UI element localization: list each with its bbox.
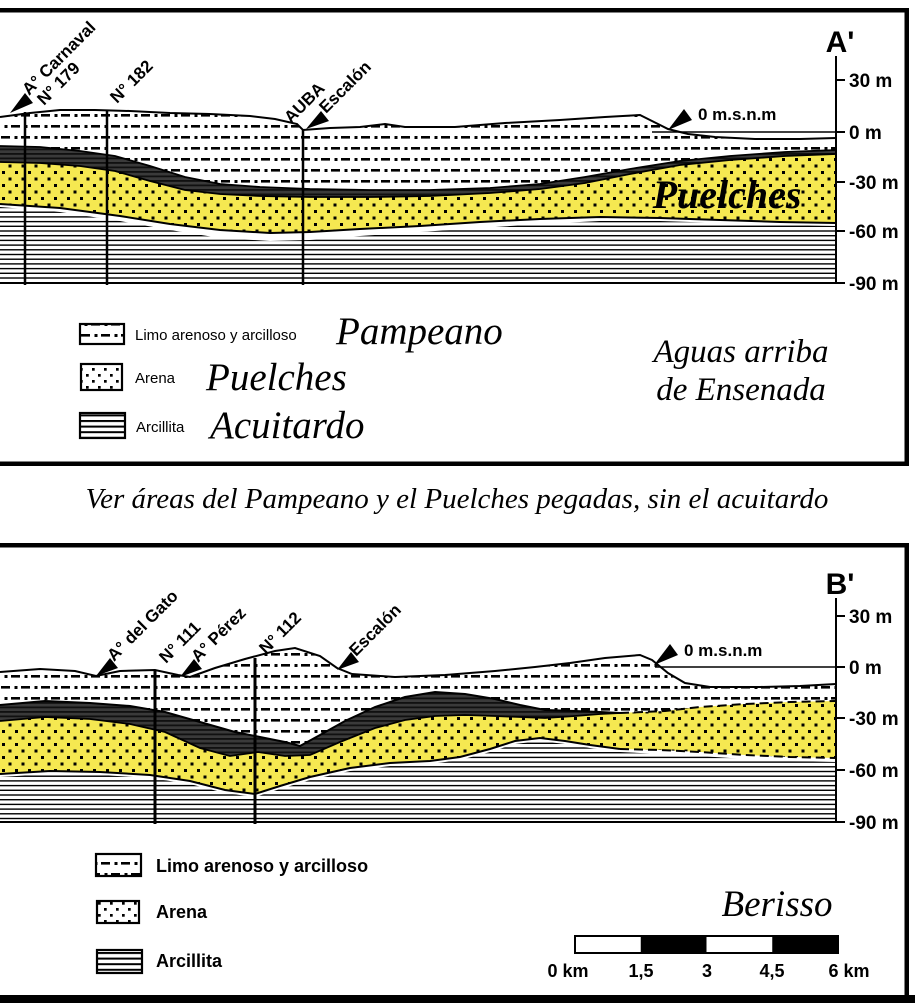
axis-b-tick-m30: -30 m	[849, 709, 899, 730]
legend-b-swatch-arcillita	[95, 948, 144, 975]
puelches-aquifer-label: Puelches	[652, 172, 802, 217]
panel-a-border-top	[0, 8, 909, 13]
legend-b-label-limo: Limo arenoso y arcilloso	[156, 856, 368, 876]
sea-level-marker-a	[668, 109, 692, 130]
axis-b-tick-0: 0 m	[849, 658, 882, 679]
layer-dark-clay-b	[0, 692, 620, 756]
contact-clay-arena-a	[0, 153, 837, 198]
layer-arcillita-acuitardo-a	[0, 207, 836, 283]
contact-arena-bottom-b-dashed	[619, 748, 837, 759]
axis-a-tick-m60: -60 m	[849, 222, 899, 243]
panel-b-border-bottom	[0, 995, 915, 1003]
region-label-a-line2: de Ensenada	[656, 372, 826, 408]
scale-label-4-5: 4,5	[759, 961, 784, 981]
panel-a-border-bottom	[0, 461, 909, 466]
region-label-a-line1: Aguas arriba	[651, 334, 828, 370]
arroyo-perez-marker	[180, 659, 202, 677]
axis-b-tick-30: 30 m	[849, 607, 892, 628]
contact-clay-arena-b	[0, 712, 621, 757]
legend-a-label-limo: Limo arenoso y arcilloso	[135, 327, 297, 344]
panel-b-border-top	[0, 543, 909, 548]
escalon-marker-a	[306, 111, 329, 129]
layer-arcillita-acuitardo-b	[0, 741, 836, 822]
figure-caption: Ver áreas del Pampeano y el Puelches peg…	[86, 483, 829, 515]
legend-a-formation-acuitardo: Acuitardo	[207, 404, 365, 447]
sea-level-label-a: 0 m.s.n.m	[698, 105, 776, 124]
arroyo-carnaval-marker	[10, 93, 33, 113]
layer-arena-puelches-b	[0, 701, 836, 794]
axis-b-tick-m60: -60 m	[849, 761, 899, 782]
legend-b-label-arcillita: Arcillita	[156, 951, 223, 971]
layer-arena-puelches-a	[0, 154, 836, 233]
axis-b: B' 30 m 0 m -30 m -60 m -90 m	[826, 568, 899, 834]
panel-a-border-right	[904, 8, 909, 466]
axis-a-tick-m90: -90 m	[849, 274, 899, 295]
contact-pampeano-clay-b	[0, 690, 621, 748]
axis-a-tick-30: 30 m	[849, 71, 892, 92]
panel-b-border-right	[904, 543, 909, 1002]
legend-b-swatch-limo	[94, 852, 143, 878]
legend-a-formation-pampeano: Pampeano	[335, 310, 503, 353]
contact-pampeano-arena-b-dashed	[619, 700, 837, 714]
axis-a-corner-label: A'	[826, 26, 855, 59]
legend-a-swatch-arena	[79, 362, 124, 392]
layer-pampeano-a	[0, 110, 836, 190]
axis-a-tick-m30: -30 m	[849, 173, 899, 194]
scale-label-3: 3	[702, 961, 712, 981]
legend-b-swatch-arena	[95, 899, 141, 925]
axis-a-tick-0: 0 m	[849, 123, 882, 144]
legend-a: Limo arenoso y arcilloso Pampeano Arena …	[78, 310, 503, 447]
legend-b: Limo arenoso y arcilloso Arena Arcillita	[94, 852, 368, 975]
legend-a-formation-puelches: Puelches	[205, 356, 347, 399]
escalon-marker-b	[337, 652, 359, 670]
legend-a-label-arena: Arena	[135, 370, 176, 387]
legend-a-swatch-limo	[78, 322, 126, 346]
layer-pampeano-b	[0, 648, 836, 746]
axis-b-tick-m90: -90 m	[849, 813, 899, 834]
contact-arena-bottom-a	[0, 203, 837, 235]
legend-b-label-arena: Arena	[156, 902, 208, 922]
scale-label-6: 6 km	[828, 961, 869, 981]
scale-label-1-5: 1,5	[628, 961, 653, 981]
axis-a: A' 30 m 0 m -30 m -60 m -90 m	[826, 26, 899, 295]
region-label-b: Berisso	[722, 884, 833, 925]
sea-level-marker-b	[654, 644, 678, 665]
scale-label-0: 0 km	[547, 961, 588, 981]
surface-line-b	[0, 646, 837, 688]
legend-a-label-arcillita: Arcillita	[136, 419, 185, 436]
legend-a-swatch-arcillita	[78, 411, 127, 440]
scale-bar: 0 km 1,5 3 4,5 6 km	[547, 935, 870, 981]
layer-dark-clay-a	[0, 146, 836, 197]
arroyo-del-gato-marker	[96, 658, 118, 676]
contact-arena-bottom-b	[0, 736, 621, 796]
sea-level-label-b: 0 m.s.n.m	[684, 641, 762, 660]
axis-b-corner-label: B'	[826, 568, 855, 601]
contact-pampeano-clay-a	[0, 145, 837, 191]
